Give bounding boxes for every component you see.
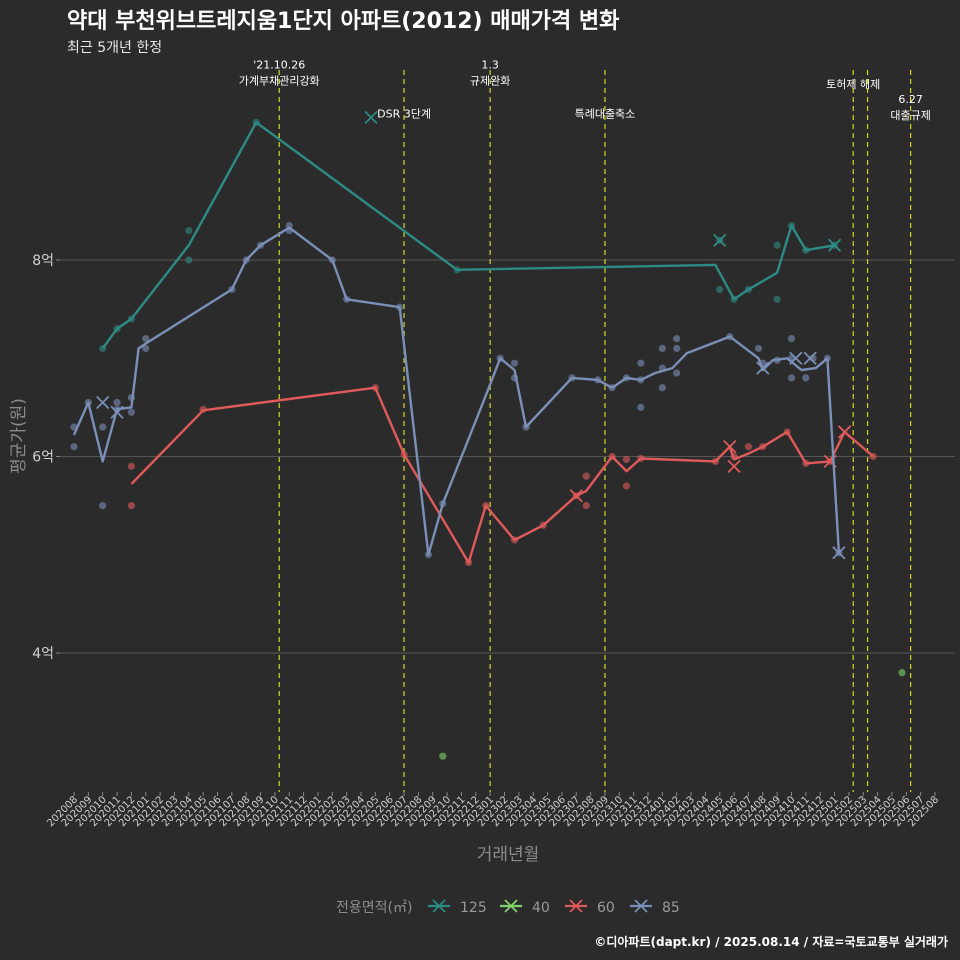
data-point bbox=[673, 344, 681, 353]
event-label: 가계부채관리강화 bbox=[239, 74, 320, 87]
data-point bbox=[582, 502, 590, 510]
data-point bbox=[127, 462, 135, 470]
chart-title: 약대 부천위브트레지움1단지 아파트(2012) 매매가격 변화 bbox=[67, 9, 619, 34]
event-label: 특례대출축소 bbox=[575, 108, 636, 121]
data-point bbox=[113, 398, 121, 407]
cross-marker bbox=[723, 440, 737, 454]
series-layer bbox=[70, 110, 906, 760]
data-point bbox=[673, 369, 681, 377]
legend-key-cross bbox=[432, 899, 446, 913]
cross-marker bbox=[832, 546, 846, 560]
legend-label: 60 bbox=[597, 900, 615, 916]
series-40 bbox=[439, 669, 906, 760]
data-point bbox=[716, 285, 724, 294]
series-125 bbox=[99, 110, 842, 353]
grid bbox=[60, 259, 955, 654]
event-label: 1.3 bbox=[481, 58, 499, 71]
data-point bbox=[773, 241, 781, 249]
data-point bbox=[70, 443, 78, 451]
data-point bbox=[744, 443, 753, 451]
data-point bbox=[637, 359, 645, 367]
series-line bbox=[72, 226, 841, 556]
x-axis-title: 거래년월 bbox=[477, 845, 540, 865]
cross-marker bbox=[803, 351, 817, 365]
series-60 bbox=[127, 384, 877, 567]
data-point bbox=[622, 455, 631, 464]
data-point bbox=[622, 482, 631, 490]
y-tick-label: 8억 bbox=[32, 253, 54, 269]
legend-label: 40 bbox=[532, 900, 550, 916]
data-point bbox=[658, 344, 666, 353]
cross-marker bbox=[837, 425, 852, 439]
data-point bbox=[99, 423, 107, 431]
y-tick-label: 4억 bbox=[32, 646, 54, 662]
data-point bbox=[510, 359, 519, 367]
data-point bbox=[802, 374, 810, 382]
y-axis-ticks: 4억 6억 8억 bbox=[32, 253, 60, 662]
data-point bbox=[673, 335, 681, 343]
legend: 전용면적(㎡) 125 40 60 85 bbox=[336, 899, 680, 916]
legend-label: 125 bbox=[460, 900, 487, 916]
legend-label: 85 bbox=[662, 900, 680, 916]
cross-marker bbox=[110, 405, 124, 419]
cross-marker bbox=[789, 351, 803, 365]
data-point bbox=[787, 374, 796, 382]
x-axis-ticks: 2020082020092020102020112020122021012021… bbox=[45, 792, 941, 829]
cross-marker bbox=[756, 361, 770, 375]
series-85 bbox=[70, 222, 846, 560]
event-label: DSR 3단계 bbox=[377, 108, 431, 121]
data-point bbox=[754, 344, 763, 353]
series-line bbox=[101, 121, 835, 350]
event-label: 6.27 bbox=[898, 93, 923, 106]
cross-marker bbox=[727, 459, 741, 473]
chart-subtitle: 최근 5개년 한정 bbox=[67, 40, 162, 56]
legend-key-cross bbox=[569, 899, 583, 913]
data-point bbox=[637, 403, 645, 411]
event-label: '21.10.26 bbox=[253, 58, 305, 71]
data-point bbox=[185, 256, 193, 264]
event-label: 규제완화 bbox=[470, 74, 510, 87]
cross-marker bbox=[364, 110, 378, 125]
event-label: 토허제 해제 bbox=[826, 77, 880, 91]
data-point bbox=[142, 335, 150, 343]
data-point bbox=[142, 344, 150, 353]
data-point bbox=[99, 502, 107, 510]
caption: ©디아파트(dapt.kr) / 2025.08.14 / 자료=국토교통부 실… bbox=[594, 934, 948, 949]
data-point bbox=[898, 669, 906, 677]
data-point bbox=[127, 502, 135, 510]
cross-marker bbox=[96, 395, 110, 410]
data-point bbox=[773, 295, 781, 303]
data-point bbox=[787, 335, 796, 343]
cross-marker bbox=[713, 233, 727, 247]
data-point bbox=[582, 472, 590, 480]
data-point bbox=[439, 752, 447, 760]
data-point bbox=[127, 408, 135, 416]
legend-title: 전용면적(㎡) bbox=[336, 900, 412, 916]
event-label: 대출규제 bbox=[890, 109, 930, 122]
data-point bbox=[658, 384, 666, 392]
legend-key-cross bbox=[634, 899, 648, 913]
legend-key-cross bbox=[504, 899, 518, 913]
y-tick-label: 6억 bbox=[32, 450, 54, 466]
cross-marker bbox=[827, 238, 842, 252]
series-line bbox=[130, 386, 875, 564]
y-axis-title: 평균가(원) bbox=[9, 398, 29, 474]
cross-marker bbox=[569, 489, 583, 503]
data-point bbox=[185, 226, 193, 235]
